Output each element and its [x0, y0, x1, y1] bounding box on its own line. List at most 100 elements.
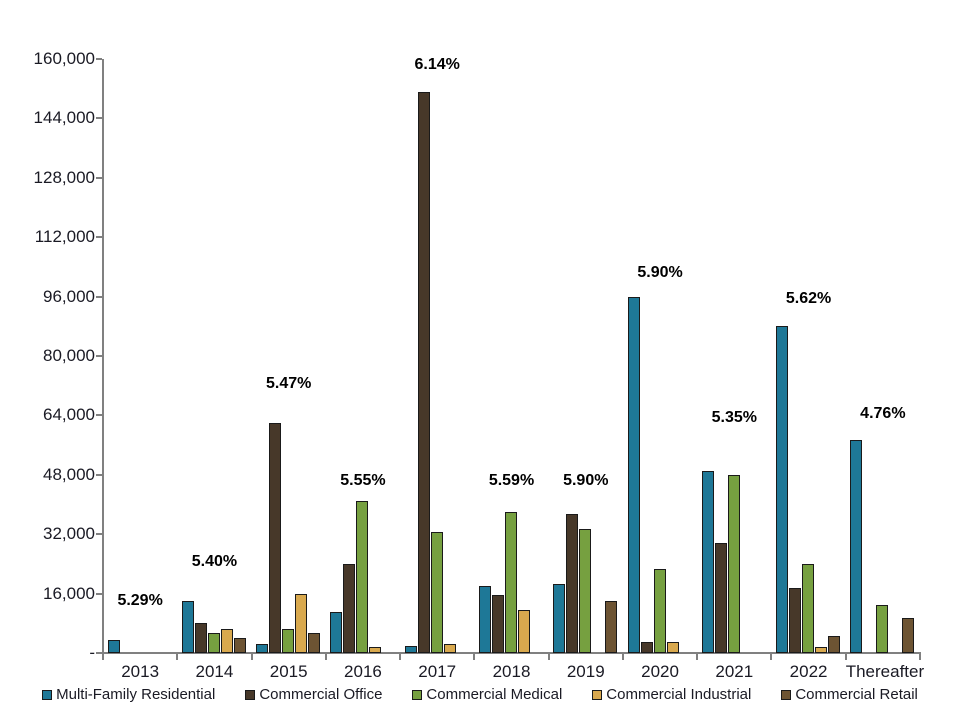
legend-swatch [245, 689, 256, 700]
legend-label: Commercial Retail [795, 686, 918, 703]
legend-label: Commercial Medical [426, 686, 563, 703]
x-axis-label: 2019 [566, 662, 605, 681]
legend-item: Commercial Office [245, 686, 382, 703]
bar [107, 640, 120, 653]
bar [876, 604, 889, 653]
legend-item: Commercial Medical [412, 686, 562, 703]
y-axis-tick [96, 355, 102, 357]
bar [776, 326, 789, 653]
bar [579, 528, 592, 653]
pct-annotation: 5.90% [563, 471, 609, 489]
legend: Multi-Family Residential Commercial Offic… [0, 686, 960, 703]
bar [518, 610, 530, 653]
bar [220, 628, 233, 653]
x-axis-label: Thereafter [845, 662, 925, 681]
y-axis-tick [96, 295, 102, 298]
bar [714, 543, 727, 653]
bar [330, 612, 343, 653]
x-axis-label: 2015 [269, 662, 308, 681]
bar [369, 647, 382, 653]
bar [430, 532, 443, 653]
legend-item: Commercial Industrial [592, 686, 751, 703]
y-axis-label: 128,000 [33, 167, 95, 187]
legend-swatch [42, 689, 53, 700]
y-axis-label: 80,000 [43, 346, 95, 365]
y-axis-label: 160,000 [33, 49, 95, 68]
bar [295, 593, 308, 653]
bar [356, 500, 369, 653]
bar [802, 563, 815, 653]
bar [701, 471, 714, 653]
y-axis-tick [96, 592, 102, 595]
x-axis-label: 2020 [641, 662, 679, 681]
y-axis-label: - [89, 643, 95, 662]
x-axis-tick [919, 653, 921, 660]
y-axis-line [102, 59, 104, 654]
pct-annotation: 4.76% [860, 404, 906, 422]
bar [566, 513, 579, 653]
bar [627, 296, 640, 653]
bar [653, 569, 666, 653]
bar [815, 647, 828, 653]
x-axis-label: 2017 [418, 662, 457, 681]
bar [404, 645, 417, 653]
pct-annotation: 5.29% [117, 592, 163, 610]
legend-item: Commercial Retail [781, 686, 918, 703]
x-axis-line [102, 652, 921, 654]
x-axis-tick [770, 653, 773, 660]
y-axis-label: 112,000 [34, 227, 95, 247]
legend-label: Commercial Industrial [606, 686, 752, 703]
y-axis-tick [96, 236, 102, 239]
legend-swatch [412, 689, 423, 700]
x-axis-label: 2021 [715, 662, 754, 681]
x-axis-tick [102, 653, 104, 660]
bar [605, 601, 618, 653]
bar [308, 632, 321, 653]
y-axis-label: 144,000 [33, 108, 95, 128]
y-axis-label: 96,000 [43, 286, 95, 306]
bar [256, 643, 269, 653]
bar [850, 439, 863, 653]
y-axis-tick [96, 117, 102, 120]
bar [269, 422, 282, 653]
pct-annotation: 5.55% [340, 471, 386, 489]
legend-item: Multi-Family Residential [42, 686, 215, 703]
pct-annotation: 5.90% [637, 263, 683, 281]
x-axis-label: 2013 [121, 662, 160, 681]
x-axis-tick [250, 653, 253, 660]
x-axis-label: 2018 [492, 662, 531, 681]
bar [492, 595, 504, 653]
pct-annotation: 6.14% [414, 55, 460, 73]
pct-annotation: 5.47% [265, 375, 312, 393]
bar [181, 601, 194, 653]
legend-swatch [781, 689, 792, 700]
x-axis-label: 2022 [789, 662, 828, 681]
x-axis-tick [844, 653, 847, 660]
bar [233, 638, 246, 653]
pct-annotation: 5.40% [191, 553, 238, 571]
legend-label: Commercial Office [259, 686, 383, 703]
bar [479, 586, 491, 653]
y-axis-tick [96, 176, 102, 179]
x-axis-tick [696, 653, 699, 660]
bar [640, 641, 653, 653]
y-axis-label: 32,000 [43, 524, 95, 544]
x-axis-tick [176, 653, 179, 660]
bar [789, 588, 802, 653]
legend-swatch [592, 689, 603, 700]
x-axis-label: 2016 [344, 662, 382, 681]
bar [417, 92, 430, 653]
y-axis-tick [96, 533, 102, 536]
pct-annotation: 5.59% [488, 471, 535, 489]
bar [194, 623, 207, 653]
x-axis-tick [621, 653, 624, 660]
legend-label: Multi-Family Residential [56, 686, 216, 703]
y-axis-tick [96, 414, 102, 417]
y-axis-tick [96, 652, 102, 654]
y-axis-label: 64,000 [43, 405, 95, 425]
bar [553, 584, 566, 653]
x-axis-tick [547, 653, 550, 660]
bar [282, 628, 295, 653]
bar [902, 617, 915, 653]
